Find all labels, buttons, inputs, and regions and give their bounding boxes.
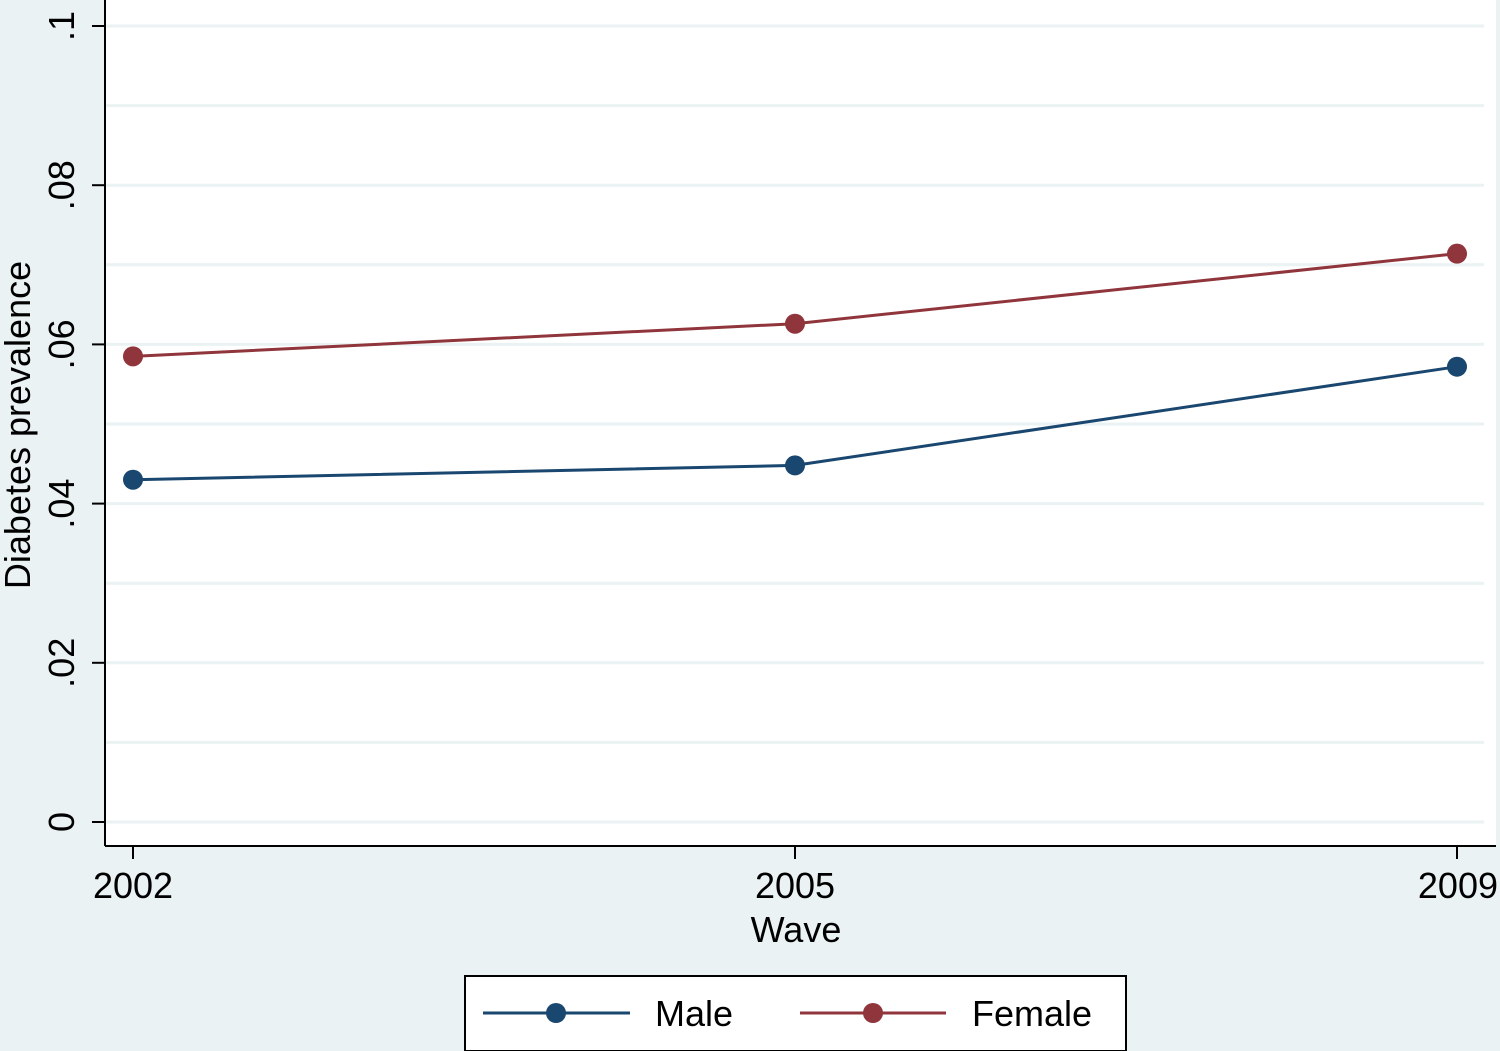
y-ticks: 0 .02 .04 .06 .08 .1 — [41, 11, 105, 832]
x-tick-label: 2005 — [755, 865, 835, 906]
legend: Male Female — [464, 975, 1127, 1051]
x-ticks: 2002 2005 2009 — [93, 846, 1498, 906]
x-axis-title: Wave — [751, 909, 842, 950]
axes — [104, 0, 1496, 847]
data-point-male — [123, 469, 143, 490]
legend-item-female: Female — [800, 993, 1092, 1034]
gridlines — [105, 24, 1484, 824]
y-tick-label: .06 — [41, 319, 82, 369]
legend-label: Male — [655, 993, 733, 1034]
legend-marker-swatch — [863, 1003, 883, 1023]
y-tick-label: .02 — [41, 638, 82, 688]
data-point-female — [123, 346, 143, 367]
y-axis-title: Diabetes prevalence — [0, 261, 38, 589]
data-point-female — [1447, 243, 1467, 264]
x-tick-label: 2002 — [93, 865, 173, 906]
legend-marker-swatch — [546, 1003, 566, 1023]
y-tick-label: 0 — [41, 812, 82, 832]
data-point-male — [1447, 356, 1467, 377]
y-tick-label: .08 — [41, 160, 82, 210]
legend-label: Female — [972, 993, 1092, 1034]
series-layer — [123, 243, 1467, 490]
x-tick-label: 2009 — [1418, 865, 1498, 906]
data-point-female — [785, 313, 805, 334]
legend-item-male: Male — [483, 993, 733, 1034]
y-tick-label: .04 — [41, 479, 82, 529]
y-tick-label: .1 — [41, 11, 82, 41]
data-point-male — [785, 455, 805, 476]
